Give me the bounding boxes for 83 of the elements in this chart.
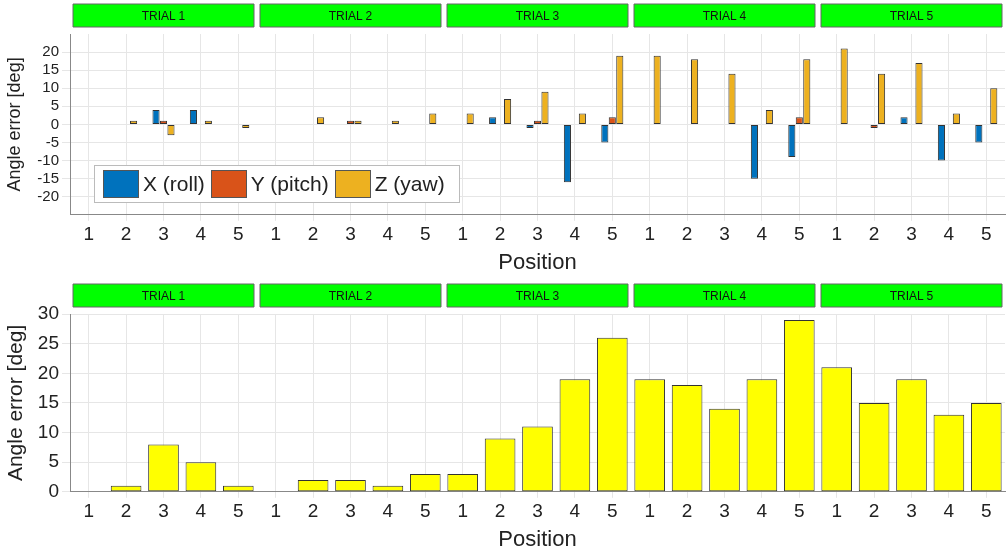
x-tick-label: 5 bbox=[420, 223, 431, 245]
x-tick-label: 1 bbox=[644, 500, 655, 522]
x-tick-label: 5 bbox=[794, 500, 805, 522]
x-tick-label: 4 bbox=[756, 223, 768, 245]
x-tick-label: 5 bbox=[420, 500, 431, 522]
x-tick-label: 3 bbox=[345, 223, 356, 245]
x-tick-label: 4 bbox=[195, 223, 207, 245]
x-tick-label: 3 bbox=[345, 500, 356, 522]
text: TRIAL 4 bbox=[702, 288, 747, 303]
x-tick-label: 5 bbox=[981, 500, 992, 522]
y-axis-title: Angle error [deg] bbox=[3, 324, 27, 482]
x-tick-label: 3 bbox=[719, 500, 730, 522]
x-tick-label: 4 bbox=[382, 223, 394, 245]
text: TRIAL 2 bbox=[328, 8, 373, 23]
legend-label: X (roll) bbox=[143, 171, 205, 196]
x-tick-label: 1 bbox=[83, 223, 94, 245]
x-tick-label: 3 bbox=[532, 500, 543, 522]
text: TRIAL 3 bbox=[515, 8, 560, 23]
y-tick-label: -20 bbox=[37, 186, 59, 204]
x-tick-label: 3 bbox=[158, 500, 169, 522]
x-tick-label: 1 bbox=[457, 500, 468, 522]
y-tick-label: 10 bbox=[37, 420, 59, 442]
x-tick-label: 1 bbox=[270, 500, 281, 522]
text: TRIAL 5 bbox=[889, 288, 934, 303]
x-tick-label: 5 bbox=[607, 223, 618, 245]
x-tick-label: 2 bbox=[494, 500, 506, 522]
y-tick-label: 5 bbox=[48, 450, 59, 472]
y-tick-label: 15 bbox=[37, 391, 59, 413]
text: TRIAL 1 bbox=[141, 8, 186, 23]
y-tick-label: 20 bbox=[37, 361, 59, 383]
legend-label: Y (pitch) bbox=[250, 171, 329, 196]
x-tick-label: 4 bbox=[943, 500, 955, 522]
x-tick-label: 3 bbox=[532, 223, 543, 245]
y-tick-label: -10 bbox=[37, 150, 59, 168]
y-tick-label: 0 bbox=[50, 114, 59, 132]
x-tick-label: 2 bbox=[494, 223, 506, 245]
x-tick-label: 4 bbox=[195, 500, 207, 522]
x-tick-label: 5 bbox=[607, 500, 618, 522]
x-tick-label: 2 bbox=[868, 223, 880, 245]
text: TRIAL 5 bbox=[889, 8, 934, 23]
x-tick-label: 4 bbox=[569, 500, 581, 522]
y-tick-label: 10 bbox=[42, 78, 59, 96]
y-tick-label: 15 bbox=[42, 60, 59, 78]
x-tick-label: 5 bbox=[794, 223, 805, 245]
text: TRIAL 4 bbox=[702, 8, 747, 23]
y-tick-label: 25 bbox=[37, 331, 59, 353]
y-tick-label: 0 bbox=[48, 480, 59, 502]
x-tick-label: 1 bbox=[831, 223, 842, 245]
y-tick-label: 30 bbox=[37, 302, 59, 324]
y-tick-label: -5 bbox=[45, 132, 59, 150]
x-tick-label: 1 bbox=[270, 223, 281, 245]
x-tick-label: 2 bbox=[307, 223, 319, 245]
x-tick-label: 4 bbox=[756, 500, 768, 522]
x-tick-label: 2 bbox=[120, 500, 132, 522]
x-tick-label: 5 bbox=[233, 223, 244, 245]
x-tick-label: 5 bbox=[233, 500, 244, 522]
text: TRIAL 2 bbox=[328, 288, 373, 303]
y-tick-label: 5 bbox=[50, 96, 59, 114]
x-tick-label: 3 bbox=[906, 223, 917, 245]
x-tick-label: 1 bbox=[457, 223, 468, 245]
x-tick-label: 5 bbox=[981, 223, 992, 245]
y-tick-label: -15 bbox=[37, 168, 59, 186]
x-tick-label: 2 bbox=[120, 223, 132, 245]
y-tick-label: 20 bbox=[42, 42, 59, 60]
legend-label: Z (yaw) bbox=[374, 171, 445, 196]
y-axis-title: Angle error [deg] bbox=[3, 57, 24, 192]
x-tick-label: 3 bbox=[158, 223, 169, 245]
x-axis-title: Position bbox=[498, 525, 577, 551]
x-tick-label: 4 bbox=[569, 223, 581, 245]
x-tick-label: 2 bbox=[681, 500, 693, 522]
text: TRIAL 1 bbox=[141, 288, 186, 303]
x-tick-label: 4 bbox=[943, 223, 955, 245]
text: TRIAL 3 bbox=[515, 288, 560, 303]
x-tick-label: 2 bbox=[307, 500, 319, 522]
x-tick-label: 3 bbox=[719, 223, 730, 245]
x-tick-label: 4 bbox=[382, 500, 394, 522]
x-tick-label: 2 bbox=[681, 223, 693, 245]
x-tick-label: 2 bbox=[868, 500, 880, 522]
x-tick-label: 1 bbox=[644, 223, 655, 245]
x-tick-label: 1 bbox=[831, 500, 842, 522]
x-tick-label: 3 bbox=[906, 500, 917, 522]
x-axis-title: Position bbox=[498, 248, 577, 274]
x-tick-label: 1 bbox=[83, 500, 94, 522]
